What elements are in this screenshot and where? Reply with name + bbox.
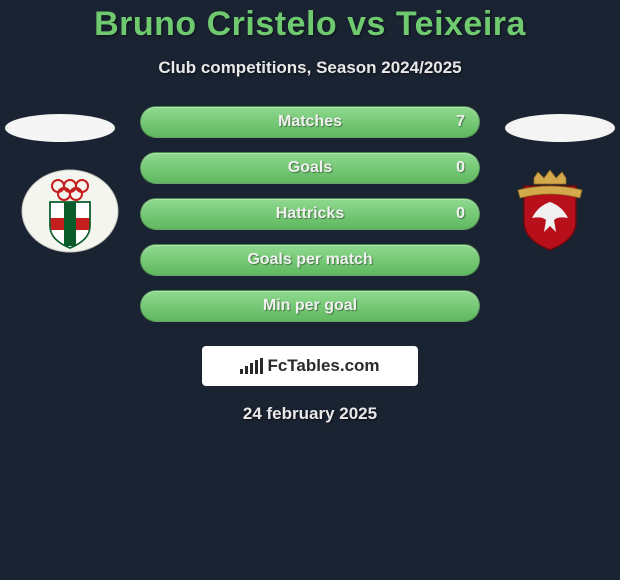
brand-bars-icon [240, 358, 263, 374]
stats-area: Matches 7 Goals 0 Hattricks 0 Goals per … [0, 106, 620, 424]
right-name-ellipse [505, 114, 615, 142]
brand-logo-box: FcTables.com [202, 346, 418, 386]
stat-row-min-per-goal: Min per goal [140, 290, 480, 322]
left-club-badge [20, 168, 120, 254]
stat-value: 0 [456, 205, 465, 223]
date-text: 24 february 2025 [0, 404, 620, 424]
page-title: Bruno Cristelo vs Teixeira [0, 5, 620, 44]
stat-value: 0 [456, 159, 465, 177]
stat-label: Matches [278, 113, 342, 131]
stat-label: Hattricks [276, 205, 344, 223]
stat-row-hattricks: Hattricks 0 [140, 198, 480, 230]
subtitle: Club competitions, Season 2024/2025 [0, 58, 620, 78]
stat-label: Min per goal [263, 297, 357, 315]
stat-value: 7 [456, 113, 465, 131]
stat-label: Goals [288, 159, 332, 177]
stat-row-goals-per-match: Goals per match [140, 244, 480, 276]
stat-rows: Matches 7 Goals 0 Hattricks 0 Goals per … [140, 106, 480, 322]
stat-row-goals: Goals 0 [140, 152, 480, 184]
stat-label: Goals per match [247, 251, 372, 269]
right-club-badge [500, 168, 600, 254]
stat-row-matches: Matches 7 [140, 106, 480, 138]
brand-text: FcTables.com [267, 356, 379, 376]
left-name-ellipse [5, 114, 115, 142]
